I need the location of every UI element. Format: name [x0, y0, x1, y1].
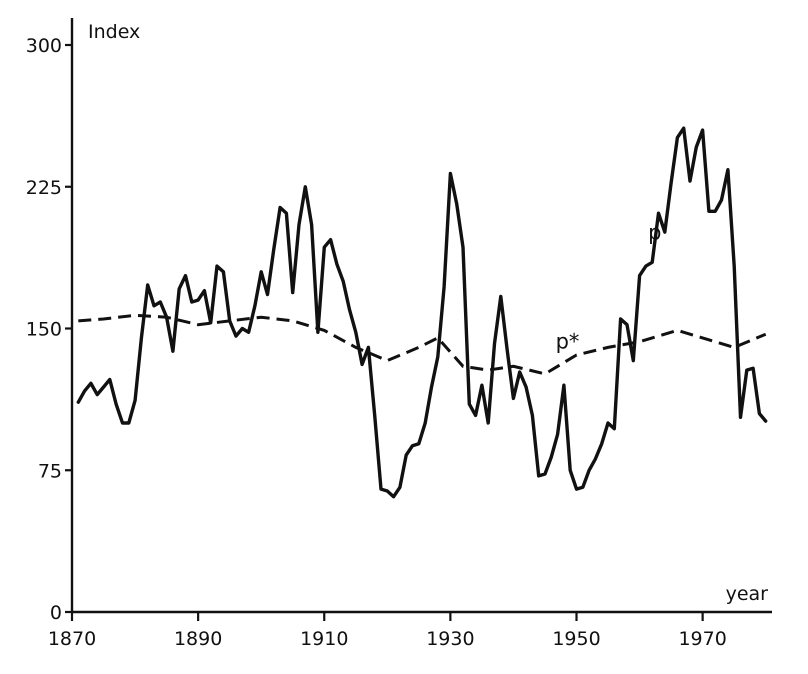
series-line-pstar: [78, 313, 767, 376]
series-label-p: p: [648, 221, 661, 245]
y-tick-label: 0: [50, 602, 62, 624]
series-label-pstar: p*: [556, 330, 580, 354]
y-axis-title: Index: [88, 21, 140, 43]
x-tick-label: 1930: [426, 628, 474, 650]
x-tick-label: 1910: [300, 628, 348, 650]
x-tick-label: 1950: [552, 628, 600, 650]
y-tick-label: 300: [26, 35, 62, 57]
series-group: [76, 126, 768, 499]
x-axis-title: year: [726, 583, 769, 605]
x-tick-label: 1890: [174, 628, 222, 650]
x-tick-label: 1970: [678, 628, 726, 650]
x-ticks: 1870 1890 1910 1930 1950 1970: [48, 612, 727, 650]
axes: [70, 18, 772, 614]
x-tick-label: 1870: [48, 628, 96, 650]
y-tick-label: 225: [26, 177, 62, 199]
y-tick-label: 75: [38, 460, 62, 482]
y-ticks: 0 75 150 225 300: [26, 35, 72, 624]
y-tick-label: 150: [26, 319, 62, 341]
series-line-p: [76, 126, 768, 499]
